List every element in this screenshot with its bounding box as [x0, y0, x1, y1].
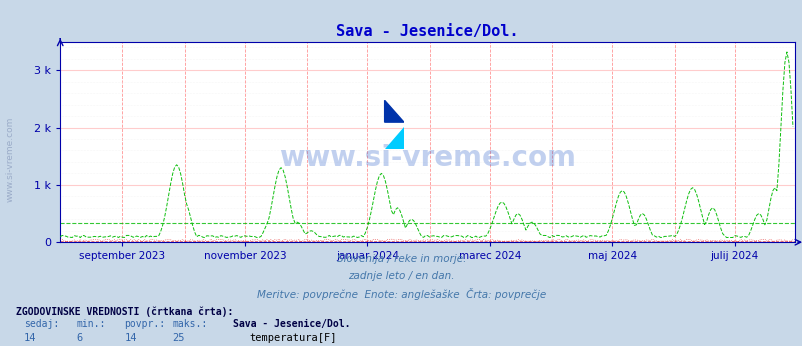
Text: Slovenija / reke in morje.: Slovenija / reke in morje.: [336, 254, 466, 264]
Polygon shape: [384, 127, 403, 149]
Text: maks.:: maks.:: [172, 319, 208, 329]
Text: 25: 25: [172, 333, 185, 343]
Polygon shape: [384, 100, 403, 122]
Title: Sava - Jesenice/Dol.: Sava - Jesenice/Dol.: [336, 24, 518, 39]
Text: Sava - Jesenice/Dol.: Sava - Jesenice/Dol.: [233, 319, 350, 329]
Text: povpr.:: povpr.:: [124, 319, 165, 329]
Text: www.si-vreme.com: www.si-vreme.com: [5, 117, 14, 202]
Text: temperatura[F]: temperatura[F]: [249, 333, 336, 343]
Text: min.:: min.:: [76, 319, 106, 329]
Text: www.si-vreme.com: www.si-vreme.com: [279, 144, 575, 172]
Text: sedaj:: sedaj:: [24, 319, 59, 329]
Text: ZGODOVINSKE VREDNOSTI (črtkana črta):: ZGODOVINSKE VREDNOSTI (črtkana črta):: [16, 306, 233, 317]
Text: 14: 14: [24, 333, 37, 343]
Text: zadnje leto / en dan.: zadnje leto / en dan.: [348, 271, 454, 281]
Text: 6: 6: [76, 333, 83, 343]
Text: 14: 14: [124, 333, 137, 343]
Text: Meritve: povprečne  Enote: anglešaške  Črta: povprečje: Meritve: povprečne Enote: anglešaške Črt…: [257, 288, 545, 300]
